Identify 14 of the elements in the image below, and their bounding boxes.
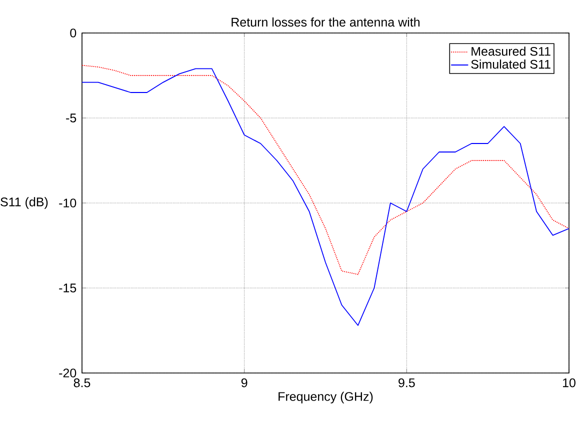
x-tick-label: 9: [241, 378, 248, 388]
x-tick-label: 8.5: [74, 378, 90, 388]
y-axis-title: S11 (dB): [0, 197, 48, 209]
y-tick-label: -15: [59, 284, 76, 292]
y-tick-label: -10: [59, 198, 76, 208]
legend-label: Simulated S11: [471, 60, 550, 69]
y-tick-label: 0: [70, 28, 76, 38]
x-tick-label: 10: [563, 378, 576, 388]
y-tick-label: -5: [66, 114, 76, 122]
y-tick-label: -20: [59, 368, 76, 378]
legend-label: Measured S11: [472, 46, 550, 56]
x-tick-label: 9.5: [398, 378, 415, 388]
chart-title: Return losses for the antenna with: [232, 17, 420, 27]
x-axis-title: Frequency (GHz): [278, 392, 373, 404]
